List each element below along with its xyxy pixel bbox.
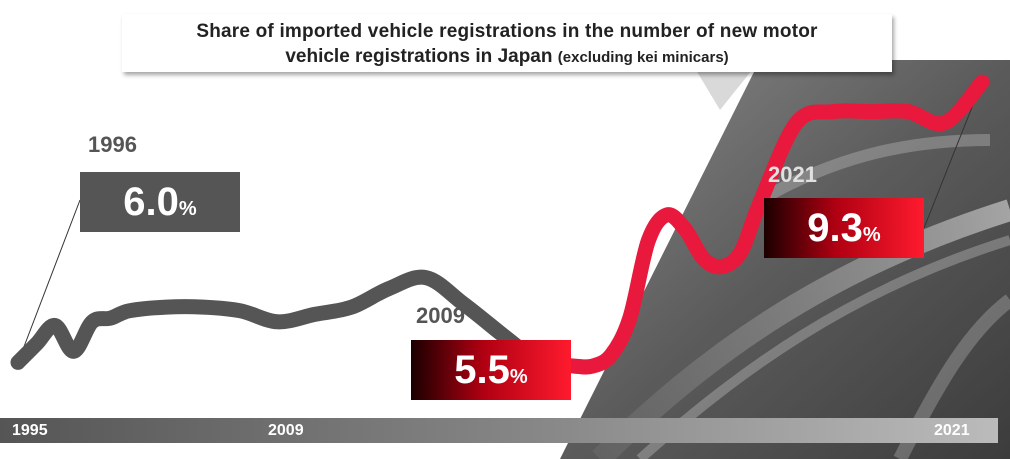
- callout-value-2021: 9.3%: [764, 198, 924, 258]
- x-tick-2021: 2021: [934, 422, 970, 439]
- x-tick-1995: 1995: [12, 422, 48, 439]
- callout-value-2021-unit: %: [862, 224, 881, 246]
- chart-title-line2: vehicle registrations in Japan (excludin…: [285, 46, 729, 67]
- chart-subtitle: (excluding kei minicars): [557, 49, 729, 66]
- callout-value-1996: 6.0%: [80, 172, 240, 232]
- line-series-segment-2009-2021: [529, 74, 990, 375]
- x-tick-2009: 2009: [268, 422, 304, 439]
- callout-value-2009-number: 5.5: [454, 348, 510, 392]
- chart-title-line1: Share of imported vehicle registrations …: [196, 21, 818, 42]
- callout-year-2009: 2009: [416, 303, 465, 328]
- x-axis-bar: [0, 418, 998, 443]
- callout-value-1996-number: 6.0: [123, 180, 179, 224]
- callout-connector-1995: [17, 199, 81, 363]
- callout-value-2021-number: 9.3: [807, 206, 863, 250]
- callout-value-2009-unit: %: [509, 366, 528, 388]
- line-series-segment-1995-2009: [10, 269, 545, 370]
- callout-year-2021: 2021: [768, 162, 817, 187]
- line-series: [10, 74, 990, 375]
- callout-year-1996: 1996: [88, 132, 137, 157]
- callout-value-1996-unit: %: [178, 198, 197, 220]
- chart-title-box: Share of imported vehicle registrations …: [122, 14, 892, 72]
- callout-value-2009: 5.5%: [411, 340, 571, 400]
